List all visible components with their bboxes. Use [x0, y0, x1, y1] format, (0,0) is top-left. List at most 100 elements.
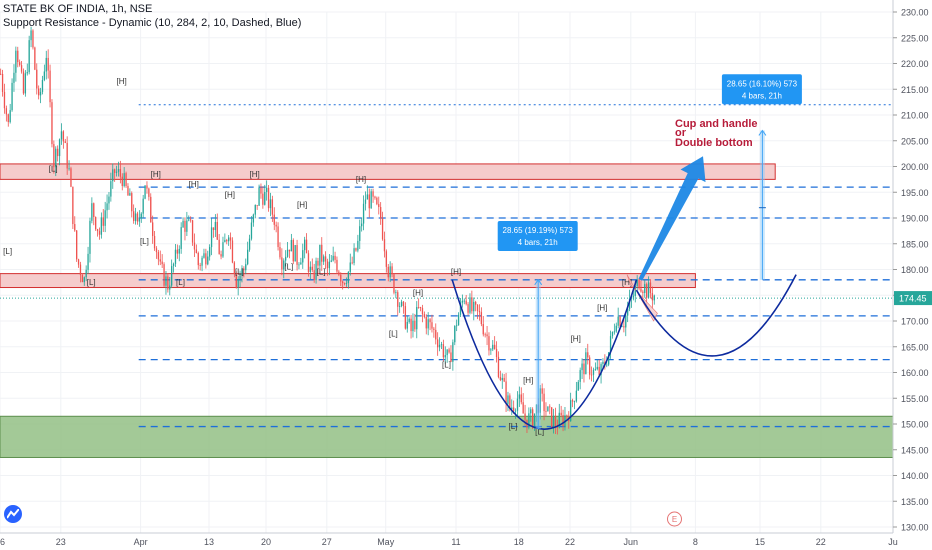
time-axis[interactable]: 16 23 Apr 13 20 27 May 11 18 22 Jun 8 15 22 Ju	[0, 532, 898, 547]
candle-body	[47, 57, 49, 71]
candle	[399, 302, 401, 313]
candle-body	[174, 249, 177, 264]
candle	[554, 407, 557, 435]
candle	[535, 404, 538, 422]
candle-body	[632, 295, 635, 298]
candle-body	[296, 245, 298, 265]
candle-body	[53, 144, 55, 168]
candle-body	[256, 204, 258, 206]
candle-body	[7, 114, 9, 123]
candle	[226, 238, 228, 245]
candle-body	[245, 264, 247, 271]
candle	[454, 325, 456, 346]
candle	[480, 307, 483, 327]
tradingview-logo-icon[interactable]	[4, 505, 22, 523]
candle	[564, 407, 566, 431]
candle	[91, 197, 93, 224]
breakout-arrow	[638, 156, 706, 281]
swing-label: [H]	[189, 180, 199, 189]
candle	[461, 294, 464, 308]
swing-label: [H]	[597, 304, 607, 313]
candle	[275, 221, 277, 233]
candle-body	[104, 210, 106, 226]
candle-body	[347, 271, 350, 283]
candle-body	[404, 306, 407, 329]
price-axis[interactable]: 130.00 135.00 140.00 145.00 150.00 155.00 160.…	[892, 0, 932, 550]
candle	[362, 195, 365, 231]
candle-body	[543, 393, 545, 412]
candle	[218, 234, 220, 255]
candle	[100, 212, 103, 239]
candle-body	[587, 352, 589, 358]
candle-body	[275, 224, 277, 227]
candle-body	[427, 319, 429, 329]
time-tick-label: 11	[451, 537, 460, 547]
candle-body	[93, 203, 95, 218]
candle-body	[457, 314, 460, 326]
candle	[131, 191, 133, 218]
candle	[336, 256, 338, 274]
candle-body	[191, 220, 194, 243]
candle	[64, 138, 66, 144]
candle	[0, 68, 2, 76]
candle-body	[19, 62, 21, 66]
time-tick-label: 22	[816, 537, 826, 547]
candle-body	[340, 274, 342, 282]
candle-body	[446, 349, 448, 356]
candle-body	[395, 292, 397, 294]
annotation-text: or	[675, 127, 687, 139]
candle	[345, 277, 348, 287]
candle	[212, 227, 215, 238]
candle	[361, 217, 363, 232]
candle	[243, 266, 245, 278]
indicator-legend[interactable]: Support Resistance - Dynamic (10, 284, 2…	[3, 17, 302, 29]
candle-body	[336, 259, 338, 272]
candle	[224, 233, 226, 243]
candle	[47, 49, 49, 79]
candle-body	[45, 57, 47, 72]
candle	[241, 265, 243, 283]
candle-body	[343, 283, 346, 284]
candle-body	[176, 249, 179, 254]
candle-body	[203, 253, 205, 258]
candle	[309, 261, 312, 280]
candle	[457, 312, 460, 326]
candle-body	[494, 344, 496, 349]
candle	[209, 244, 211, 261]
candle-body	[210, 227, 213, 248]
candle	[406, 315, 408, 333]
candle-body	[499, 377, 502, 381]
candle-body	[305, 239, 308, 254]
candle-body	[355, 248, 357, 251]
candle-body	[342, 281, 344, 284]
candle	[349, 253, 351, 276]
candle-body	[144, 185, 146, 199]
candle-body	[414, 320, 416, 330]
price-tick-label: 195.00	[901, 188, 929, 198]
candle	[93, 202, 95, 226]
swing-label: [H]	[622, 278, 632, 287]
candle-body	[229, 237, 232, 241]
candle-body	[319, 244, 321, 266]
candle	[623, 318, 625, 333]
candle	[148, 187, 150, 201]
candle-body	[497, 356, 500, 378]
candle-body	[298, 264, 300, 266]
candle-body	[368, 194, 370, 209]
candle-body	[366, 194, 369, 200]
candle-body	[26, 72, 28, 74]
candle-body	[431, 322, 433, 329]
candle-body	[60, 131, 63, 140]
candle	[619, 315, 621, 328]
candle-body	[1, 73, 4, 92]
swing-label: [L]	[49, 165, 58, 174]
candle-body	[623, 326, 625, 328]
candle	[653, 294, 655, 305]
candle-body	[530, 409, 532, 414]
candle-body	[157, 252, 160, 260]
candle	[465, 294, 467, 306]
candle	[425, 314, 427, 335]
candle-body	[136, 213, 139, 222]
candle-body	[258, 187, 260, 206]
